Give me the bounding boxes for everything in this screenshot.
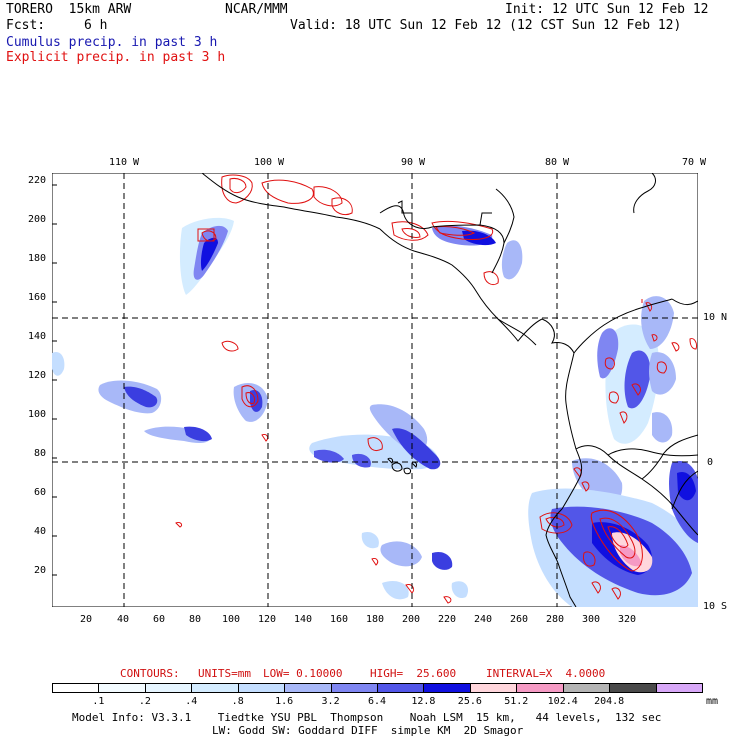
x-tick: 300 [582,614,601,625]
valid-time: Valid: 18 UTC Sun 12 Feb 12 (12 CST Sun … [290,18,682,33]
org-label: NCAR/MMM [225,2,288,17]
field-cumulus-label: Cumulus precip. in past 3 h [6,35,218,50]
contours-label: CONTOURS: [120,667,180,680]
colorbar-level-label: .1 [92,696,105,707]
contours-units: UNITS=mm [198,667,251,680]
axis-ticks [52,184,57,576]
y-tick: 180 [27,253,46,264]
lat-label-10n: 10 N [703,312,728,323]
y-tick: 100 [27,409,46,420]
y-tick: 60 [33,487,46,498]
field-explicit-label: Explicit precip. in past 3 h [6,50,226,65]
colorbar-cell [98,683,146,693]
explicit-precip-contours [175,174,697,604]
x-tick: 320 [618,614,637,625]
x-tick: 180 [366,614,385,625]
colorbar-level-label: 6.4 [367,696,387,707]
x-tick: 20 [80,614,93,625]
colorbar-level-label: 1.6 [275,696,294,707]
y-tick: 40 [33,526,46,537]
y-tick: 200 [27,214,46,225]
lon-label-90w: 90 W [400,157,426,168]
x-tick: 160 [330,614,349,625]
colorbar-unit: mm [706,696,719,707]
y-tick: 140 [27,331,46,342]
x-tick: 120 [258,614,277,625]
colorbar-cell [655,683,703,693]
lat-label-0: 0 [707,457,714,468]
colorbar-level-label: 51.2 [504,696,529,707]
x-tick: 220 [438,614,457,625]
y-tick: 120 [27,370,46,381]
colorbar-level-label: 3.2 [321,696,340,707]
contours-high: HIGH= 25.600 [370,667,457,680]
forecast-label: Fcst: [6,18,46,33]
colorbar-cell [52,683,100,693]
lon-label-70w: 70 W [681,157,707,168]
y-tick: 80 [33,448,46,459]
x-tick: 200 [402,614,421,625]
lat-lon-grid [52,173,698,607]
lat-label-10s: 10 S [703,601,728,612]
lon-label-110w: 110 W [108,157,140,168]
y-tick: 220 [27,175,46,186]
colorbar-cell [330,683,378,693]
model-info-line2: LW: Godd SW: Goddard DIFF simple KM 2D S… [212,724,524,737]
galapagos-islands [387,457,417,475]
lon-label-100w: 100 W [253,157,285,168]
colorbar-cell [237,683,286,693]
x-tick: 40 [117,614,130,625]
colorbar-cell [609,683,657,693]
x-tick: 140 [294,614,313,625]
inset-box [197,228,215,242]
colorbar-level-label: 25.6 [457,696,482,707]
colorbar-cell [191,683,239,693]
x-tick: 80 [189,614,202,625]
colorbar-cell [377,683,425,693]
colorbar-level-label: .2 [138,696,151,707]
model-info-line1: Model Info: V3.3.1 Tiedtke YSU PBL Thomp… [72,711,662,724]
x-tick: 100 [222,614,241,625]
colorbar-cell [562,683,611,693]
x-tick: 280 [546,614,565,625]
contours-interval: INTERVAL=X 4.0000 [486,667,606,680]
y-tick: 20 [33,565,46,576]
colorbar-cell [469,683,518,693]
colorbar-level-label: 12.8 [411,696,436,707]
lon-label-80w: 80 W [544,157,570,168]
contours-low: LOW= 0.10000 [263,667,343,680]
init-time: Init: 12 UTC Sun 12 Feb 12 [505,2,709,17]
colorbar-level-label: 204.8 [594,696,625,707]
precip-map [52,173,698,607]
colorbar-cell [423,683,471,693]
x-tick: 260 [510,614,529,625]
colorbar-cell [516,683,564,693]
colorbar-level-label: .4 [185,696,198,707]
coastlines [201,173,698,607]
precip-colorbar [52,683,703,693]
x-tick: 240 [474,614,493,625]
colorbar-cell [284,683,332,693]
forecast-hours: 6 h [84,18,108,33]
colorbar-level-label: 102.4 [547,696,578,707]
x-tick: 60 [153,614,166,625]
y-tick: 160 [27,292,46,303]
model-title: TORERO 15km ARW [6,2,132,17]
colorbar-cell [144,683,193,693]
colorbar-level-label: .8 [231,696,244,707]
